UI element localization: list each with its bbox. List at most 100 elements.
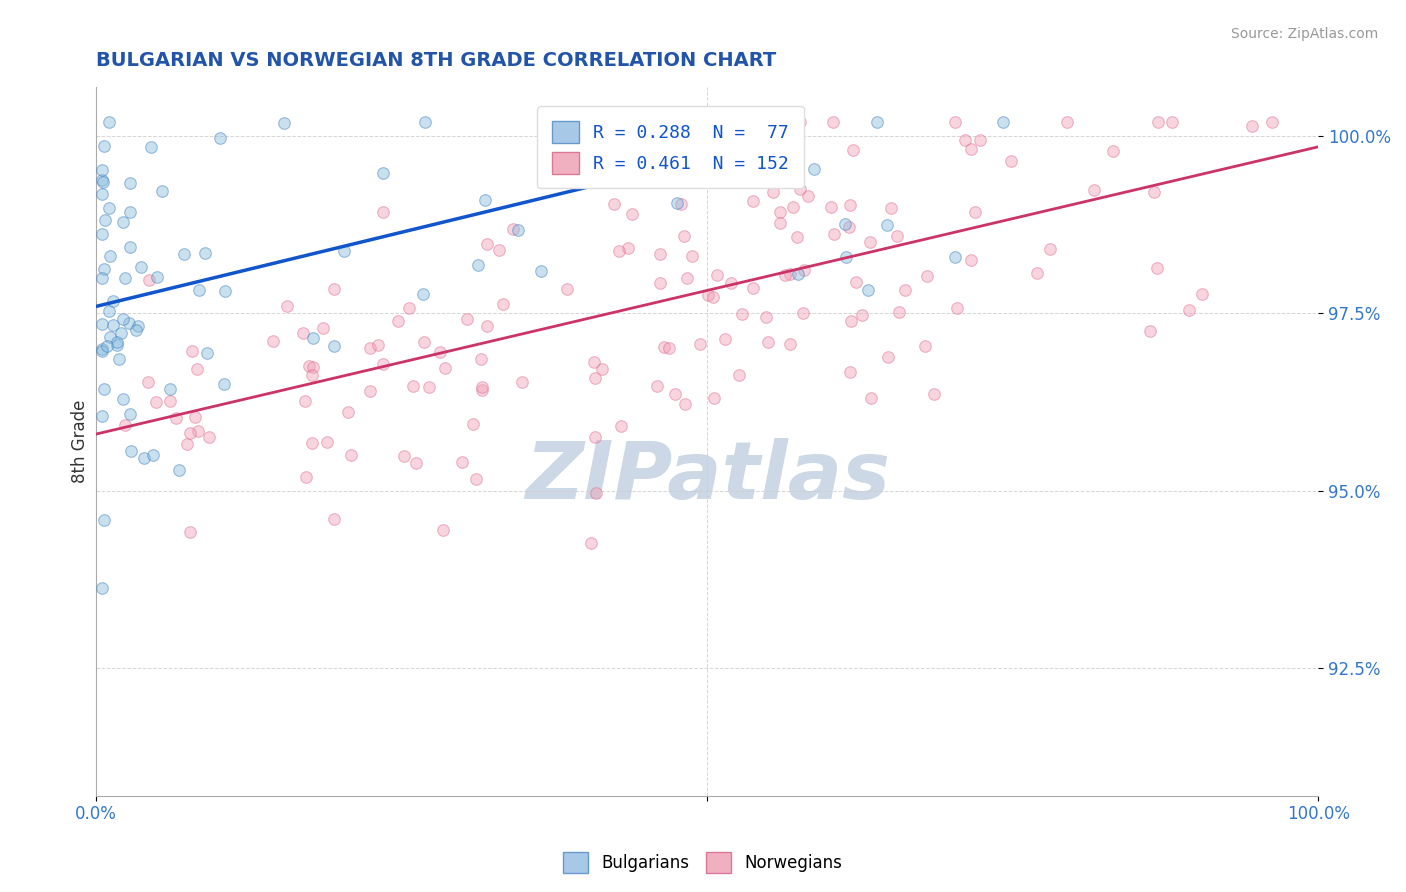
Text: ZIPatlas: ZIPatlas xyxy=(524,438,890,516)
Point xyxy=(887,304,910,318)
Point xyxy=(488,243,510,257)
Point xyxy=(582,354,605,368)
Point xyxy=(214,285,236,299)
Point xyxy=(136,375,159,389)
Point xyxy=(803,162,825,177)
Point xyxy=(953,133,976,147)
Point xyxy=(780,171,803,186)
Point xyxy=(1026,266,1049,280)
Point xyxy=(114,417,136,432)
Point xyxy=(91,227,114,241)
Point xyxy=(859,391,882,405)
Point xyxy=(585,486,607,500)
Point xyxy=(120,444,142,458)
Point xyxy=(91,271,114,285)
Point xyxy=(359,341,381,355)
Point xyxy=(413,115,436,129)
Point xyxy=(322,282,344,296)
Point xyxy=(768,205,790,219)
Point xyxy=(607,244,630,258)
Point xyxy=(706,268,728,283)
Point xyxy=(120,240,142,254)
Point xyxy=(506,223,529,237)
Point xyxy=(429,344,451,359)
Point xyxy=(405,456,427,470)
Point xyxy=(793,263,815,277)
Point xyxy=(339,448,361,462)
Point xyxy=(963,205,986,219)
Point xyxy=(823,115,845,129)
Point xyxy=(323,512,346,526)
Point xyxy=(652,339,675,353)
Point xyxy=(838,365,860,379)
Point xyxy=(789,115,811,129)
Point xyxy=(316,434,339,449)
Point xyxy=(530,264,553,278)
Point xyxy=(471,380,494,394)
Point xyxy=(401,379,423,393)
Point xyxy=(412,286,434,301)
Point xyxy=(886,229,908,244)
Point xyxy=(471,383,494,397)
Point xyxy=(797,188,820,202)
Point xyxy=(91,342,114,356)
Point xyxy=(107,352,129,367)
Legend: R = 0.288  N =  77, R = 0.461  N = 152: R = 0.288 N = 77, R = 0.461 N = 152 xyxy=(537,106,804,188)
Point xyxy=(107,334,129,349)
Point xyxy=(876,219,898,233)
Point xyxy=(648,276,671,290)
Point xyxy=(134,451,156,466)
Point xyxy=(93,262,115,277)
Text: BULGARIAN VS NORWEGIAN 8TH GRADE CORRELATION CHART: BULGARIAN VS NORWEGIAN 8TH GRADE CORRELA… xyxy=(96,51,776,70)
Point xyxy=(159,393,181,408)
Point xyxy=(298,359,321,373)
Point xyxy=(187,424,209,438)
Point xyxy=(312,321,335,335)
Point xyxy=(773,268,796,283)
Point xyxy=(583,429,606,443)
Point xyxy=(851,308,873,322)
Point xyxy=(703,391,725,405)
Point xyxy=(98,330,121,344)
Point xyxy=(666,195,689,210)
Point xyxy=(689,337,711,351)
Point xyxy=(194,246,217,260)
Point xyxy=(292,326,315,340)
Point xyxy=(181,344,204,359)
Point xyxy=(91,409,114,423)
Point xyxy=(91,317,114,331)
Point xyxy=(672,229,695,244)
Text: Source: ZipAtlas.com: Source: ZipAtlas.com xyxy=(1230,27,1378,41)
Legend: Bulgarians, Norwegians: Bulgarians, Norwegians xyxy=(557,846,849,880)
Point xyxy=(1146,260,1168,275)
Point xyxy=(186,361,208,376)
Point xyxy=(295,469,318,483)
Point xyxy=(917,269,939,284)
Point xyxy=(502,222,524,236)
Point xyxy=(195,346,218,360)
Point xyxy=(302,360,325,375)
Point xyxy=(323,339,346,353)
Point xyxy=(371,205,394,219)
Point xyxy=(553,164,575,178)
Point xyxy=(1160,115,1182,129)
Point xyxy=(273,116,295,130)
Point xyxy=(1178,302,1201,317)
Point xyxy=(97,303,120,318)
Point xyxy=(367,337,389,351)
Point xyxy=(165,411,187,425)
Point xyxy=(131,260,153,274)
Point xyxy=(173,247,195,261)
Point xyxy=(159,382,181,396)
Point xyxy=(432,523,454,537)
Point xyxy=(118,316,141,330)
Point xyxy=(702,290,724,304)
Point xyxy=(371,166,394,180)
Point xyxy=(450,455,472,469)
Point xyxy=(212,376,235,391)
Point xyxy=(179,425,201,440)
Point xyxy=(93,382,115,396)
Point xyxy=(114,271,136,285)
Point xyxy=(491,297,513,311)
Point xyxy=(359,384,381,399)
